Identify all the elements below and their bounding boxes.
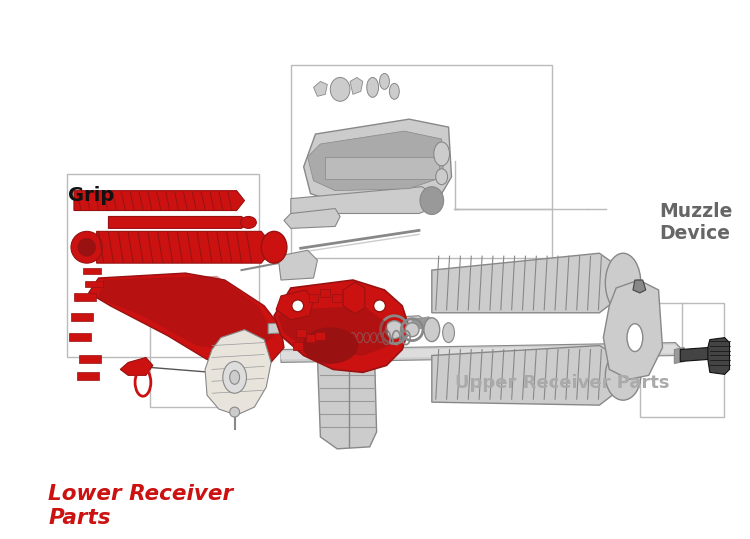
- Ellipse shape: [627, 324, 643, 351]
- Ellipse shape: [436, 169, 448, 185]
- Polygon shape: [268, 316, 426, 334]
- Polygon shape: [120, 357, 153, 375]
- Polygon shape: [412, 317, 434, 330]
- Ellipse shape: [374, 300, 386, 312]
- Ellipse shape: [405, 323, 419, 337]
- Bar: [71, 313, 93, 321]
- Bar: [332, 294, 342, 302]
- Polygon shape: [88, 273, 284, 369]
- Bar: [69, 333, 91, 341]
- Polygon shape: [343, 282, 364, 314]
- Polygon shape: [708, 337, 730, 375]
- Ellipse shape: [420, 186, 444, 215]
- Text: Lower Receiver
Parts: Lower Receiver Parts: [48, 485, 233, 528]
- Polygon shape: [314, 81, 327, 96]
- Polygon shape: [317, 343, 376, 449]
- Polygon shape: [278, 306, 389, 356]
- Text: Grip: Grip: [68, 186, 114, 205]
- Bar: [308, 294, 319, 302]
- Ellipse shape: [380, 73, 389, 89]
- Ellipse shape: [292, 300, 304, 312]
- Polygon shape: [74, 191, 244, 211]
- Polygon shape: [276, 290, 314, 320]
- Polygon shape: [432, 253, 623, 313]
- Polygon shape: [98, 276, 274, 353]
- Polygon shape: [633, 280, 646, 293]
- Text: Upper Receiver Parts: Upper Receiver Parts: [454, 374, 669, 392]
- Polygon shape: [281, 343, 680, 362]
- Ellipse shape: [330, 78, 350, 101]
- Polygon shape: [603, 280, 662, 379]
- Ellipse shape: [386, 321, 404, 338]
- Bar: [77, 372, 98, 381]
- Bar: [82, 268, 100, 274]
- Polygon shape: [304, 119, 452, 204]
- Text: Muzzle
Device: Muzzle Device: [659, 202, 733, 243]
- Bar: [74, 293, 96, 301]
- Bar: [79, 356, 101, 363]
- Ellipse shape: [367, 78, 379, 98]
- Polygon shape: [291, 186, 434, 213]
- Polygon shape: [432, 345, 623, 405]
- Bar: [296, 329, 305, 337]
- Bar: [316, 331, 326, 340]
- Bar: [150, 303, 248, 407]
- Bar: [291, 65, 552, 258]
- Polygon shape: [281, 344, 678, 360]
- Bar: [326, 157, 439, 179]
- Polygon shape: [109, 217, 248, 229]
- Ellipse shape: [78, 238, 96, 256]
- Polygon shape: [284, 209, 340, 229]
- Ellipse shape: [442, 323, 454, 343]
- Bar: [292, 342, 303, 349]
- Ellipse shape: [223, 362, 247, 393]
- Ellipse shape: [433, 142, 449, 166]
- Ellipse shape: [605, 350, 640, 400]
- Polygon shape: [278, 250, 317, 280]
- Polygon shape: [205, 330, 271, 415]
- Ellipse shape: [303, 328, 358, 363]
- Bar: [85, 281, 103, 287]
- Ellipse shape: [230, 407, 239, 417]
- Bar: [67, 174, 260, 357]
- Ellipse shape: [261, 231, 287, 263]
- Polygon shape: [274, 280, 410, 372]
- Ellipse shape: [605, 253, 640, 313]
- Polygon shape: [680, 348, 716, 362]
- Polygon shape: [674, 348, 684, 363]
- Polygon shape: [97, 231, 274, 263]
- Bar: [640, 303, 724, 417]
- Bar: [305, 334, 316, 342]
- Ellipse shape: [241, 217, 256, 229]
- Ellipse shape: [71, 231, 103, 263]
- Polygon shape: [308, 131, 444, 191]
- Bar: [320, 289, 330, 297]
- Polygon shape: [350, 78, 363, 94]
- Ellipse shape: [424, 318, 439, 342]
- Ellipse shape: [389, 84, 399, 99]
- Ellipse shape: [230, 370, 239, 384]
